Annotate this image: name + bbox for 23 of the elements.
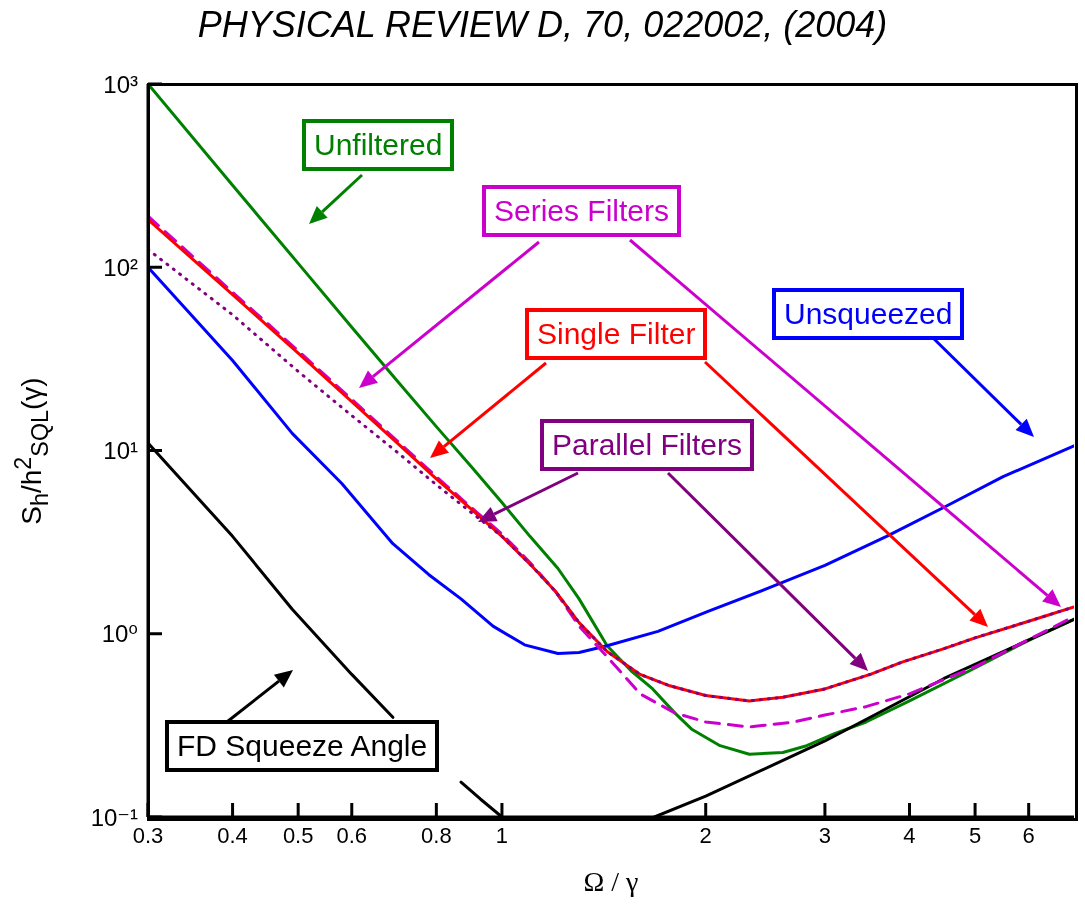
y-tick-label: 10⁰ xyxy=(101,620,138,648)
text: Parallel Filters xyxy=(540,419,755,471)
x-tick-label: 6 xyxy=(1022,822,1035,848)
x-tick-label: 0.3 xyxy=(132,822,164,848)
text: Unfiltered xyxy=(302,119,455,171)
x-tick-label: 3 xyxy=(818,822,832,848)
chart-title: PHYSICAL REVIEW D, 70, 022002, (2004) xyxy=(196,4,889,46)
text: Single Filter xyxy=(525,308,708,360)
legend-label: FD Squeeze Angle xyxy=(165,720,440,772)
x-tick-label: 5 xyxy=(968,822,982,848)
x-tick-label: 2 xyxy=(699,822,712,848)
y-tick-label: 10³ xyxy=(103,70,139,98)
text: Unsqueezed xyxy=(772,288,965,340)
x-tick-label: 1 xyxy=(495,822,509,848)
x-tick-label: 4 xyxy=(903,822,916,848)
x-tick-label: 0.4 xyxy=(217,822,248,848)
text: Series Filters xyxy=(482,185,682,237)
x-tick-label: 0.6 xyxy=(336,822,368,848)
x-axis-title: Ω / γ xyxy=(582,866,640,898)
x-tick-label: 0.8 xyxy=(421,822,452,848)
y-tick-label: 10¹ xyxy=(103,437,139,465)
y-tick-label: 10² xyxy=(103,253,139,281)
x-tick-label: 0.5 xyxy=(282,822,314,848)
